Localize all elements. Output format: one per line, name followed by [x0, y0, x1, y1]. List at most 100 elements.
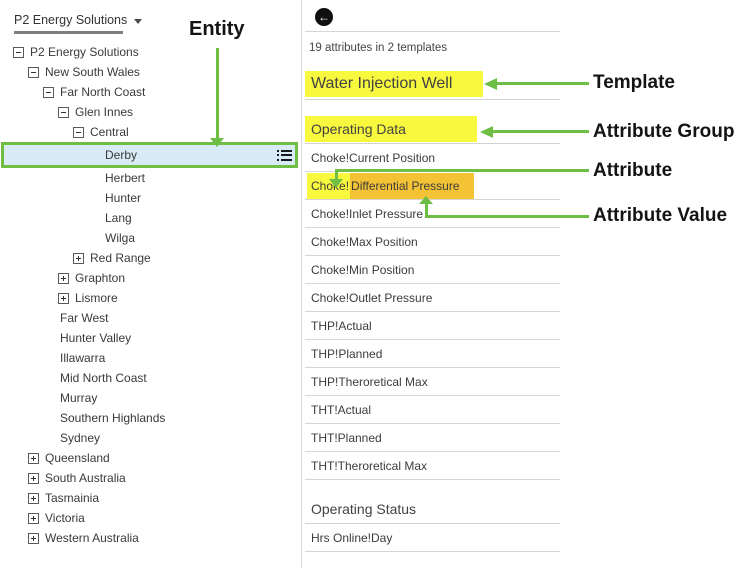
- section-header-operating-status: Operating Status: [305, 495, 560, 524]
- annotation-entity-arrow: [216, 48, 219, 139]
- tree-item-label: Far North Coast: [60, 85, 146, 99]
- section-header-label: Operating Data: [305, 116, 477, 142]
- tree-item-south-australia[interactable]: South Australia: [0, 468, 301, 488]
- tree-item-murray[interactable]: Murray: [0, 388, 301, 408]
- attribute-row-thp-actual[interactable]: THP!Actual: [305, 312, 560, 340]
- tree-item-illawarra[interactable]: Illawarra: [0, 348, 301, 368]
- collapse-icon[interactable]: [28, 66, 39, 78]
- tree-item-label: Derby: [105, 148, 138, 162]
- annotation-attribute-arrow-elbow: [335, 169, 338, 180]
- collapse-icon[interactable]: [58, 106, 69, 118]
- tree-item-label: Illawarra: [60, 351, 106, 365]
- tree-item-label: Lismore: [75, 291, 118, 305]
- tree-item-p2-energy-solutions[interactable]: P2 Energy Solutions: [0, 42, 301, 62]
- section-header-label: Operating Status: [311, 501, 417, 517]
- attributes-list: Operating Data Choke!Current Position Chok…: [305, 115, 563, 552]
- tree-item-glen-innes[interactable]: Glen Innes: [0, 102, 301, 122]
- annotation-template-arrow: [497, 82, 589, 85]
- expand-icon[interactable]: [73, 252, 84, 264]
- expand-icon[interactable]: [28, 452, 39, 464]
- annotation-attribute-value-arrow: [425, 215, 589, 218]
- tree-item-label: Red Range: [90, 251, 151, 265]
- tree-item-label: Mid North Coast: [60, 371, 147, 385]
- attribute-part-orange: Differential Pressure: [350, 172, 474, 199]
- annotation-attribute-group-arrowhead-icon: [480, 126, 493, 138]
- tree-item-label: New South Wales: [45, 65, 140, 79]
- attribute-row-tht-theroretical-max[interactable]: THT!Theroretical Max: [305, 452, 560, 480]
- annotation-template-label: Template: [593, 72, 676, 93]
- tree-item-label: Tasmainia: [45, 491, 100, 505]
- tree-item-wilga[interactable]: Wilga: [0, 228, 301, 248]
- attributes-panel: ← 19 attributes in 2 templates Water Inj…: [302, 0, 563, 568]
- attribute-row-thp-planned[interactable]: THP!Planned: [305, 340, 560, 368]
- tree-item-label: Western Australia: [45, 531, 139, 545]
- expand-icon[interactable]: [58, 292, 69, 304]
- tree-item-tasmainia[interactable]: Tasmainia: [0, 488, 301, 508]
- annotation-template-arrowhead-icon: [484, 78, 497, 90]
- collapse-icon[interactable]: [73, 126, 84, 138]
- annotation-attribute-value-label: Attribute Value: [593, 205, 728, 226]
- tree-item-herbert[interactable]: Herbert: [0, 168, 301, 188]
- attribute-row-tht-planned[interactable]: THT!Planned: [305, 424, 560, 452]
- attribute-row-choke-inlet-pressure[interactable]: Choke!Inlet Pressure: [305, 200, 560, 228]
- annotation-attribute-arrow: [335, 169, 589, 172]
- tree-item-label: Glen Innes: [75, 105, 134, 119]
- tree-item-hunter-valley[interactable]: Hunter Valley: [0, 328, 301, 348]
- tree-item-graphton[interactable]: Graphton: [0, 268, 301, 288]
- attribute-row-choke-outlet-pressure[interactable]: Choke!Outlet Pressure: [305, 284, 560, 312]
- tree-item-queensland[interactable]: Queensland: [0, 448, 301, 468]
- scope-underline: [14, 31, 123, 34]
- attribute-row-choke-max-position[interactable]: Choke!Max Position: [305, 228, 560, 256]
- hierarchy-scope-selector[interactable]: P2 Energy Solutions: [0, 0, 301, 27]
- hierarchy-scope-label: P2 Energy Solutions: [14, 13, 128, 27]
- tree-item-sydney[interactable]: Sydney: [0, 428, 301, 448]
- hierarchy-tree: P2 Energy Solutions New South Wales Far No…: [0, 42, 301, 548]
- template-header[interactable]: Water Injection Well: [305, 70, 560, 100]
- panel-divider: [305, 31, 560, 32]
- annotation-attribute-group-arrow: [493, 130, 589, 133]
- tree-item-mid-north-coast[interactable]: Mid North Coast: [0, 368, 301, 388]
- annotation-attribute-label: Attribute: [593, 160, 673, 181]
- list-icon[interactable]: [277, 149, 292, 161]
- annotation-attribute-group-label: Attribute Group: [593, 121, 735, 142]
- attribute-row-hrs-online-day[interactable]: Hrs Online!Day: [305, 524, 560, 552]
- attribute-row-choke-min-position[interactable]: Choke!Min Position: [305, 256, 560, 284]
- tree-item-victoria[interactable]: Victoria: [0, 508, 301, 528]
- tree-item-western-australia[interactable]: Western Australia: [0, 528, 301, 548]
- tree-item-red-range[interactable]: Red Range: [0, 248, 301, 268]
- annotation-attribute-value-arrowhead-icon: [419, 196, 433, 204]
- expand-icon[interactable]: [28, 512, 39, 524]
- tree-item-lang[interactable]: Lang: [0, 208, 301, 228]
- tree-item-label: Southern Highlands: [60, 411, 166, 425]
- tree-item-far-north-coast[interactable]: Far North Coast: [0, 82, 301, 102]
- back-arrow-icon: ←: [318, 10, 330, 24]
- tree-item-southern-highlands[interactable]: Southern Highlands: [0, 408, 301, 428]
- tree-item-new-south-wales[interactable]: New South Wales: [0, 62, 301, 82]
- tree-item-central[interactable]: Central: [0, 122, 301, 142]
- tree-item-label: Hunter: [105, 191, 142, 205]
- tree-item-label: Hunter Valley: [60, 331, 132, 345]
- expand-icon[interactable]: [58, 272, 69, 284]
- tree-item-derby[interactable]: Derby: [1, 142, 298, 168]
- collapse-icon[interactable]: [13, 46, 24, 58]
- attribute-row-choke-current-position[interactable]: Choke!Current Position: [305, 144, 560, 172]
- expand-icon[interactable]: [28, 492, 39, 504]
- collapse-icon[interactable]: [43, 86, 54, 98]
- template-header-label: Water Injection Well: [305, 71, 483, 97]
- tree-item-lismore[interactable]: Lismore: [0, 288, 301, 308]
- annotation-entity-arrowhead-icon: [210, 138, 224, 147]
- tree-item-label: Far West: [60, 311, 109, 325]
- attributes-summary: 19 attributes in 2 templates: [309, 42, 448, 54]
- tree-item-label: Lang: [105, 211, 132, 225]
- back-button[interactable]: ←: [315, 8, 333, 26]
- tree-item-far-west[interactable]: Far West: [0, 308, 301, 328]
- tree-item-label: Victoria: [45, 511, 85, 525]
- tree-item-hunter[interactable]: Hunter: [0, 188, 301, 208]
- tree-item-label: Graphton: [75, 271, 126, 285]
- tree-item-label: South Australia: [45, 471, 126, 485]
- expand-icon[interactable]: [28, 532, 39, 544]
- attribute-row-tht-actual[interactable]: THT!Actual: [305, 396, 560, 424]
- tree-item-label: P2 Energy Solutions: [30, 45, 139, 59]
- attribute-row-thp-theroretical-max[interactable]: THP!Theroretical Max: [305, 368, 560, 396]
- expand-icon[interactable]: [28, 472, 39, 484]
